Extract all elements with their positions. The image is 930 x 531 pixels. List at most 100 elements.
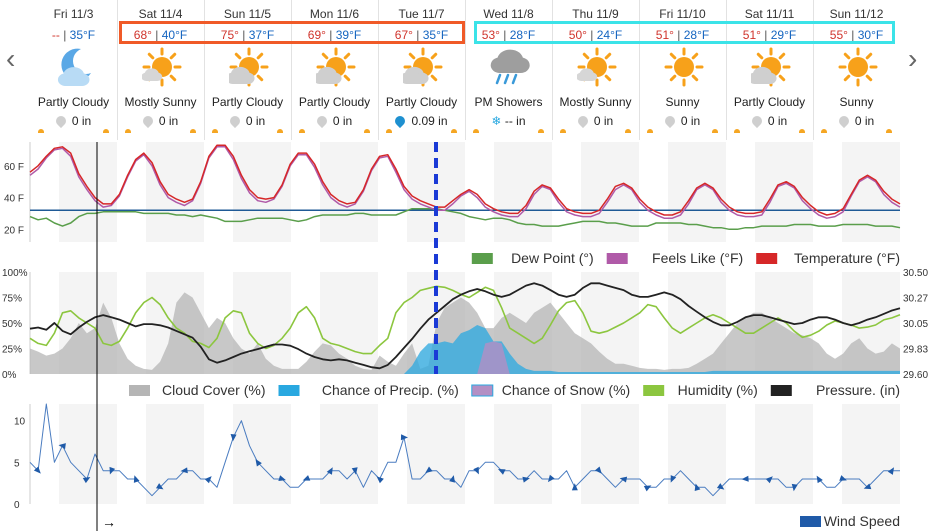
day-column[interactable]: Tue 11/7 67° | 35°F Partly Cloudy 0.09 in — [378, 0, 465, 140]
day-divider — [552, 0, 553, 140]
night-band — [494, 404, 523, 504]
wind-direction-arrow — [839, 475, 847, 481]
day-precip: 0 in — [117, 113, 204, 129]
wind-direction-arrow — [816, 475, 823, 484]
next-days-arrow[interactable]: › — [908, 43, 918, 74]
y-tick-label-left: 100% — [2, 268, 28, 279]
night-band — [784, 404, 813, 504]
day-condition: Sunny — [665, 95, 700, 109]
wind-direction-arrow — [498, 468, 506, 475]
day-condition: PM Showers — [474, 95, 543, 109]
night-band — [668, 272, 697, 374]
legend-label: Humidity (%) — [678, 382, 758, 398]
precip-amount: 0 in — [593, 114, 614, 128]
sunset-icon — [364, 129, 370, 133]
night-band — [175, 142, 204, 242]
precip-amount: 0 in — [767, 114, 788, 128]
day-column[interactable]: Sat 11/11 51° | 29°F Partly Cloudy 0 in — [726, 0, 813, 140]
night-band — [436, 142, 465, 242]
sunrise-icon — [299, 129, 305, 133]
legend-label: Cloud Cover (%) — [162, 382, 265, 398]
day-divider — [639, 0, 640, 140]
wind-direction-arrow — [887, 467, 895, 475]
y-tick-label-right: 29.83 — [903, 345, 928, 356]
prev-days-arrow[interactable]: ‹ — [6, 43, 16, 74]
temp-separator: | — [586, 28, 597, 42]
sunrise-icon — [386, 129, 392, 133]
night-band — [407, 404, 436, 504]
day-condition: Mostly Sunny — [124, 95, 197, 109]
night-band — [146, 404, 175, 504]
legend-swatch — [129, 385, 150, 396]
y-tick-label-right: 29.60 — [903, 370, 928, 381]
y-tick-label: 60 F — [4, 162, 24, 173]
legend-swatch — [471, 384, 494, 397]
night-band — [436, 404, 465, 504]
wind-direction-arrow — [473, 466, 479, 475]
wind-direction-arrow — [716, 483, 725, 490]
wind-direction-arrow — [376, 476, 384, 484]
day-column[interactable]: Sun 11/5 75° | 37°F Partly Cloudy 0 in — [204, 0, 291, 140]
night-band — [175, 404, 204, 504]
night-band — [407, 142, 436, 242]
highlight-box-cyan — [474, 21, 895, 44]
wind-direction-arrow — [425, 466, 433, 474]
day-temps: 75° | 37°F — [204, 28, 291, 42]
wind-direction-arrow — [863, 483, 872, 490]
y-tick-label-right: 30.05 — [903, 319, 928, 330]
day-date: Sat 11/11 — [744, 7, 795, 21]
precip-amount: 0.09 in — [411, 114, 448, 128]
sunrise-icon — [38, 129, 44, 133]
legend-swatch — [606, 253, 628, 264]
night-band — [320, 142, 349, 242]
day-column[interactable]: Sun 11/12 55° | 30°F Sunny 0 in — [813, 0, 900, 140]
day-column[interactable]: Fri 11/10 51° | 28°F Sunny 0 in — [639, 0, 726, 140]
wind-direction-arrow — [522, 476, 530, 483]
wind-direction-arrow — [400, 434, 408, 441]
day-date: Mon 11/6 — [309, 7, 360, 21]
temp-separator: | — [238, 28, 249, 42]
day-temps: 51° | 29°F — [726, 28, 813, 42]
night-band — [581, 404, 610, 504]
day-column[interactable]: Thu 11/9 50° | 24°F Mostly Sunny 0 in — [552, 0, 639, 140]
day-column[interactable]: Sat 11/4 68° | 40°F Mostly Sunny 0 in — [117, 0, 204, 140]
day-divider — [813, 0, 814, 140]
wind-direction-arrow — [180, 467, 188, 474]
low-temp: 28°F — [509, 28, 536, 42]
wind-direction-arrow — [449, 475, 455, 483]
sunrise-icon — [212, 129, 218, 133]
sunset-icon — [799, 129, 805, 133]
day-column[interactable]: Fri 11/3 -- | 35°F Partly Cloudy 0 in — [30, 0, 117, 140]
day-condition: Partly Cloudy — [733, 95, 806, 109]
showers-icon — [490, 43, 530, 87]
precip-chance-area — [30, 325, 900, 374]
day-temps: 69° | 39°F — [291, 28, 378, 42]
day-column[interactable]: Mon 11/6 69° | 39°F Partly Cloudy 0 in — [291, 0, 378, 140]
temp-separator: | — [59, 28, 70, 42]
y-tick-label: 0 — [14, 500, 20, 511]
wind-direction-arrow — [741, 475, 749, 482]
wind-direction-arrow — [670, 475, 677, 483]
day-divider — [204, 0, 205, 140]
sunrise-icon — [734, 129, 740, 133]
high-temp: 67° — [394, 28, 413, 42]
day-precip: 0 in — [204, 113, 291, 129]
precip-amount: 0 in — [332, 114, 353, 128]
night-band — [320, 404, 349, 504]
day-date: Thu 11/9 — [572, 7, 619, 21]
day-column[interactable]: Wed 11/8 53° | 28°F PM Showers ❄ -- in — [465, 0, 552, 140]
wind-direction-arrow — [694, 483, 701, 492]
day-precip: ❄ -- in — [465, 114, 552, 128]
low-temp: 28°F — [683, 28, 710, 42]
precip-amount: 0 in — [158, 114, 179, 128]
high-temp: 69° — [307, 28, 326, 42]
sunrise-icon — [473, 129, 479, 133]
day-precip: 0 in — [291, 113, 378, 129]
precip-amount: -- in — [504, 114, 526, 128]
temperature-chart: 60 F 40 F 20 F Temperature (°F) Feels Like (… — [4, 142, 901, 266]
day-precip: 0.09 in — [378, 113, 465, 129]
y-tick-label-right: 30.50 — [903, 268, 928, 279]
day-precip: 0 in — [639, 113, 726, 129]
night-band — [262, 142, 291, 242]
temp-separator: | — [499, 28, 510, 42]
